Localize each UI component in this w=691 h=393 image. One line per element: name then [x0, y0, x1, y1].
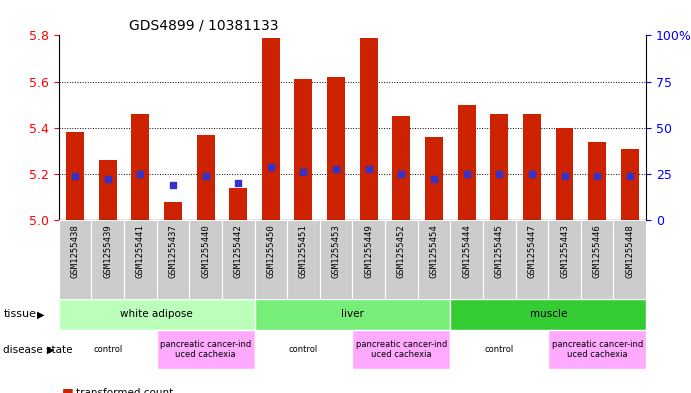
- Bar: [352, 330, 451, 369]
- Text: GSM1255451: GSM1255451: [299, 224, 308, 278]
- Bar: [385, 220, 417, 299]
- Text: GSM1255450: GSM1255450: [266, 224, 275, 278]
- Point: [363, 166, 375, 173]
- Point: [591, 173, 603, 179]
- Bar: [59, 220, 91, 299]
- Bar: [287, 220, 320, 299]
- Point: [428, 175, 439, 182]
- Bar: [229, 188, 247, 220]
- Text: control: control: [93, 345, 122, 354]
- Bar: [417, 220, 451, 299]
- Bar: [515, 220, 548, 299]
- Text: white adipose: white adipose: [120, 309, 193, 320]
- Bar: [621, 149, 638, 220]
- Text: GSM1255437: GSM1255437: [169, 224, 178, 278]
- Bar: [320, 220, 352, 299]
- Text: ■: ■: [62, 386, 74, 393]
- Text: pancreatic cancer-ind
uced cachexia: pancreatic cancer-ind uced cachexia: [551, 340, 643, 360]
- Point: [493, 171, 504, 177]
- Text: GSM1255442: GSM1255442: [234, 224, 243, 278]
- Point: [265, 164, 276, 170]
- Text: ▶: ▶: [37, 309, 45, 320]
- Text: muscle: muscle: [529, 309, 567, 320]
- Text: GDS4899 / 10381133: GDS4899 / 10381133: [129, 19, 278, 33]
- Text: GSM1255445: GSM1255445: [495, 224, 504, 278]
- Bar: [425, 137, 443, 220]
- Bar: [451, 220, 483, 299]
- Bar: [451, 299, 646, 330]
- Bar: [189, 220, 222, 299]
- Bar: [451, 330, 548, 369]
- Bar: [254, 220, 287, 299]
- Bar: [254, 330, 352, 369]
- Text: pancreatic cancer-ind
uced cachexia: pancreatic cancer-ind uced cachexia: [160, 340, 252, 360]
- Text: GSM1255453: GSM1255453: [332, 224, 341, 278]
- Text: GSM1255440: GSM1255440: [201, 224, 210, 278]
- Text: GSM1255454: GSM1255454: [430, 224, 439, 278]
- Bar: [548, 220, 581, 299]
- Bar: [164, 202, 182, 220]
- Bar: [588, 141, 606, 220]
- Bar: [294, 79, 312, 220]
- Text: disease state: disease state: [3, 345, 73, 355]
- Bar: [197, 135, 214, 220]
- Point: [559, 173, 570, 179]
- Text: GSM1255444: GSM1255444: [462, 224, 471, 278]
- Text: GSM1255452: GSM1255452: [397, 224, 406, 278]
- Bar: [157, 220, 189, 299]
- Point: [233, 180, 244, 186]
- Point: [624, 173, 635, 179]
- Bar: [124, 220, 157, 299]
- Text: GSM1255438: GSM1255438: [70, 224, 79, 278]
- Text: ▶: ▶: [47, 345, 55, 355]
- Bar: [91, 220, 124, 299]
- Point: [102, 175, 113, 182]
- Point: [461, 171, 472, 177]
- Text: transformed count: transformed count: [76, 388, 173, 393]
- Text: tissue: tissue: [3, 309, 37, 320]
- Bar: [360, 38, 378, 220]
- Point: [135, 171, 146, 177]
- Point: [70, 173, 81, 179]
- Text: GSM1255447: GSM1255447: [527, 224, 536, 278]
- Bar: [556, 128, 574, 220]
- Bar: [59, 299, 254, 330]
- Bar: [99, 160, 117, 220]
- Text: control: control: [484, 345, 514, 354]
- Point: [396, 171, 407, 177]
- Bar: [327, 77, 345, 220]
- Bar: [262, 38, 280, 220]
- Bar: [614, 220, 646, 299]
- Bar: [59, 330, 157, 369]
- Text: GSM1255443: GSM1255443: [560, 224, 569, 278]
- Point: [330, 166, 341, 173]
- Point: [527, 171, 538, 177]
- Text: GSM1255441: GSM1255441: [136, 224, 145, 278]
- Bar: [254, 299, 451, 330]
- Bar: [222, 220, 254, 299]
- Bar: [457, 105, 475, 220]
- Bar: [523, 114, 541, 220]
- Point: [298, 169, 309, 175]
- Bar: [581, 220, 614, 299]
- Bar: [483, 220, 515, 299]
- Text: GSM1255446: GSM1255446: [593, 224, 602, 278]
- Point: [200, 173, 211, 179]
- Bar: [66, 132, 84, 220]
- Bar: [491, 114, 508, 220]
- Text: liver: liver: [341, 309, 364, 320]
- Bar: [352, 220, 385, 299]
- Text: GSM1255439: GSM1255439: [103, 224, 112, 278]
- Bar: [392, 116, 410, 220]
- Bar: [548, 330, 646, 369]
- Text: GSM1255448: GSM1255448: [625, 224, 634, 278]
- Bar: [157, 330, 254, 369]
- Text: GSM1255449: GSM1255449: [364, 224, 373, 278]
- Point: [167, 182, 178, 189]
- Bar: [131, 114, 149, 220]
- Text: control: control: [289, 345, 318, 354]
- Text: pancreatic cancer-ind
uced cachexia: pancreatic cancer-ind uced cachexia: [356, 340, 447, 360]
